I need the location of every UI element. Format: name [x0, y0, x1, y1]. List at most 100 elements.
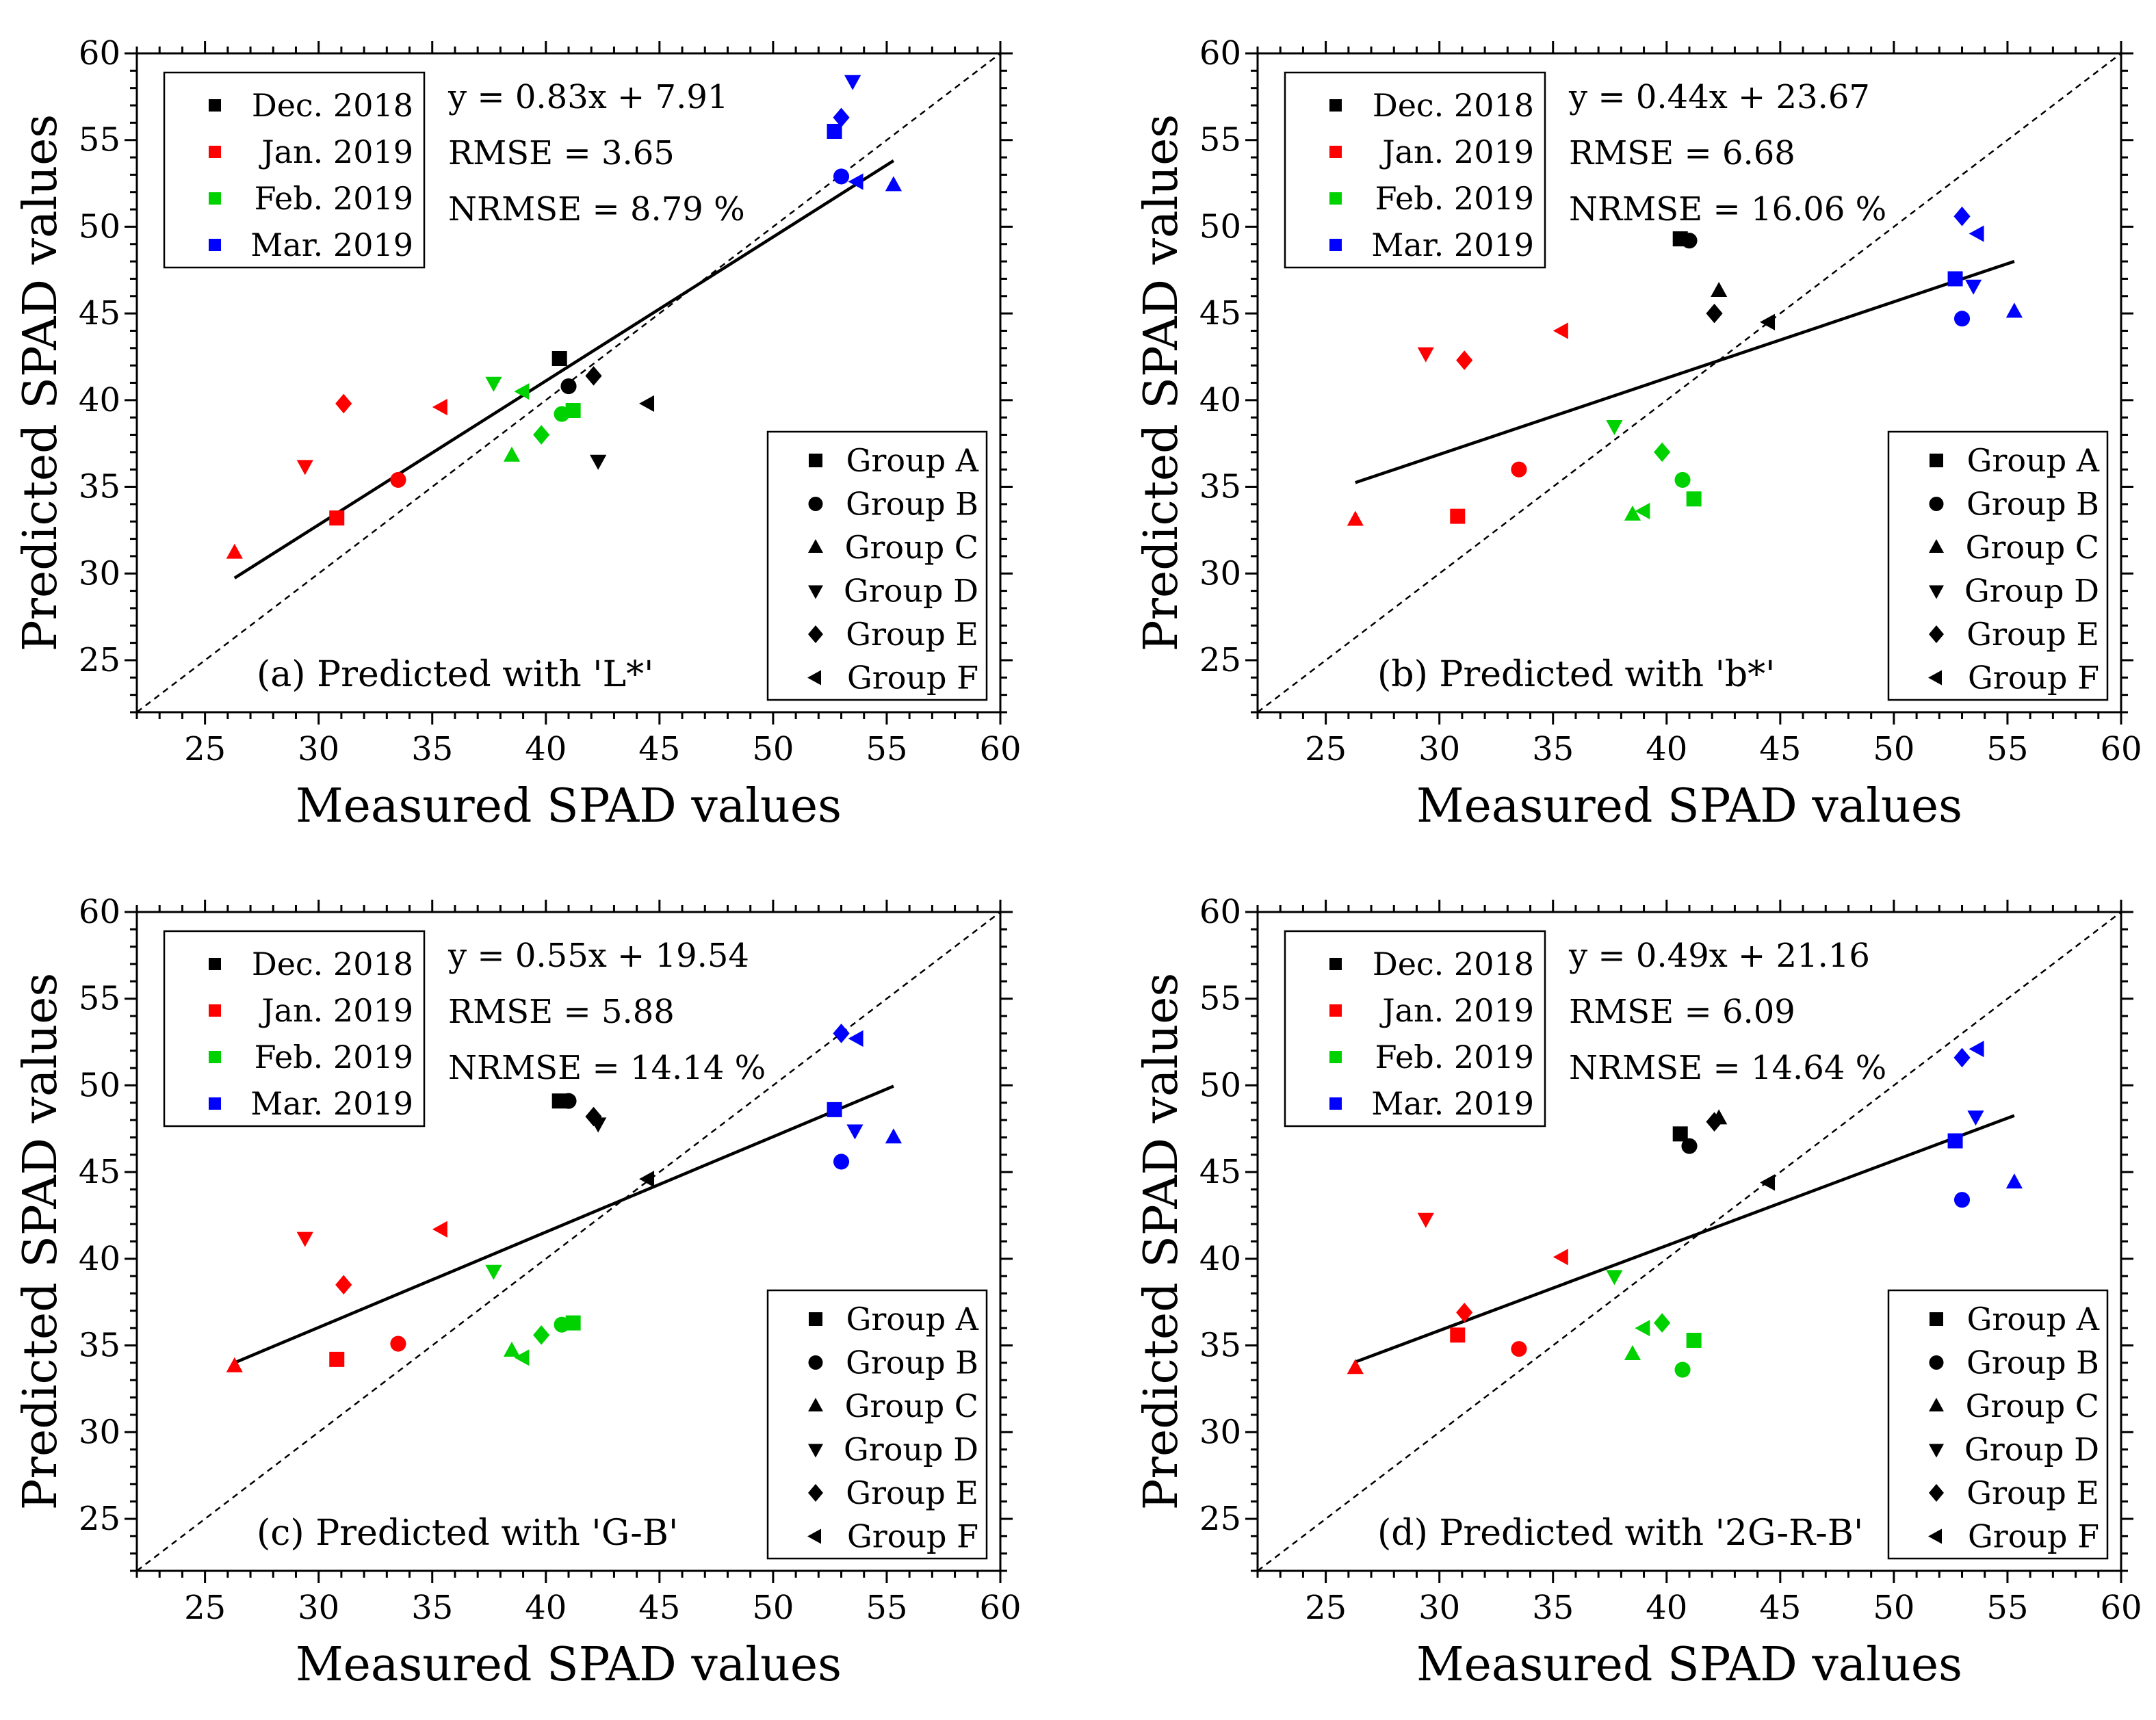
- group-legend-label: Group C: [1966, 1387, 2099, 1424]
- one-to-one-line: [136, 53, 1001, 713]
- y-tick-label: 50: [1199, 207, 1241, 246]
- date-legend: Dec. 2018 Jan. 2019 Feb. 2019 Mar. 2019: [1284, 930, 1546, 1128]
- y-tick-label: 35: [79, 468, 120, 506]
- group-legend-label: Group F: [1968, 660, 2099, 696]
- data-point: [1967, 1110, 1984, 1126]
- data-point: [1624, 1345, 1641, 1361]
- x-axis-title: Measured SPAD values: [1416, 1638, 1962, 1692]
- data-point: [329, 1351, 345, 1367]
- data-point: [1606, 420, 1623, 436]
- data-point: [2005, 302, 2023, 318]
- rmse-label: RMSE = 6.09: [1569, 993, 1795, 1031]
- data-point: [226, 543, 243, 559]
- y-tick-label: 45: [79, 294, 120, 333]
- date-legend-swatch: [1329, 99, 1342, 112]
- x-tick-label: 50: [1873, 1589, 1914, 1627]
- data-point: [846, 1124, 863, 1140]
- date-legend-label: Jan. 2019: [1379, 133, 1534, 170]
- data-point: [560, 378, 577, 395]
- data-point: [514, 383, 530, 400]
- x-tick-label: 50: [1873, 730, 1914, 768]
- x-tick-label: 55: [1986, 730, 2028, 768]
- x-tick-label: 25: [184, 730, 226, 768]
- date-legend-swatch: [1329, 146, 1342, 158]
- data-point: [533, 1325, 550, 1345]
- y-tick-label: 40: [1199, 1240, 1241, 1278]
- data-point: [551, 351, 567, 367]
- group-legend: Group A Group B Group C Group D Group E Group…: [1887, 1289, 2109, 1560]
- x-tick-label: 30: [298, 1589, 339, 1627]
- group-legend-label: Group B: [846, 486, 978, 523]
- date-legend-swatch: [1329, 239, 1342, 251]
- date-legend-swatch: [1329, 958, 1342, 970]
- data-point: [226, 1357, 243, 1372]
- panel-caption: (a) Predicted with 'L*': [257, 654, 653, 695]
- data-point: [560, 1093, 577, 1109]
- x-tick-label: 60: [979, 730, 1021, 768]
- data-point: [833, 168, 850, 185]
- y-tick-label: 40: [79, 381, 120, 419]
- data-point: [1450, 508, 1466, 524]
- group-legend-label: Group A: [846, 442, 979, 479]
- data-point: [390, 1335, 406, 1352]
- data-point: [432, 398, 447, 416]
- data-point: [1553, 1249, 1568, 1266]
- data-point: [639, 395, 655, 413]
- y-tick-label: 30: [79, 1413, 120, 1451]
- group-legend-box: [1887, 430, 2109, 701]
- data-points: [1347, 206, 2023, 526]
- data-points: [226, 1024, 902, 1372]
- data-point: [390, 471, 406, 488]
- data-point: [1347, 510, 1364, 526]
- x-tick-label: 25: [1305, 1589, 1347, 1627]
- data-point: [1456, 350, 1473, 370]
- y-tick-label: 60: [1199, 34, 1241, 73]
- regression-line: [233, 1084, 894, 1364]
- data-point: [1456, 1303, 1473, 1322]
- x-tick-label: 35: [1532, 1589, 1574, 1627]
- date-legend-box: [163, 71, 426, 269]
- nrmse-label: NRMSE = 14.14 %: [448, 1049, 766, 1087]
- data-point: [1953, 1047, 1971, 1068]
- y-tick-label: 55: [1199, 980, 1241, 1018]
- x-tick-label: 55: [1986, 1589, 2028, 1627]
- data-point: [1654, 1313, 1671, 1333]
- group-legend-marker: [1929, 625, 1944, 643]
- group-legend-label: Group F: [1968, 1518, 2099, 1555]
- group-legend-label: Group B: [1966, 1344, 2099, 1381]
- group-legend: Group A Group B Group C Group D Group E Group…: [766, 1289, 988, 1560]
- data-point: [848, 173, 863, 190]
- date-legend-swatch: [1329, 1004, 1342, 1017]
- group-legend-label: Group D: [1964, 1431, 2099, 1468]
- data-point: [1681, 1138, 1698, 1154]
- data-point: [1674, 471, 1691, 488]
- data-points: [1347, 1041, 2023, 1378]
- data-point: [848, 1030, 863, 1047]
- date-legend-label: Dec. 2018: [252, 87, 413, 124]
- group-legend-marker: [808, 1444, 823, 1458]
- y-tick-label: 60: [1199, 893, 1241, 931]
- date-legend-swatch: [209, 1004, 221, 1017]
- one-to-one-line: [1257, 911, 2122, 1572]
- panel-caption: (b) Predicted with 'b*': [1377, 654, 1775, 695]
- data-point: [554, 1316, 570, 1333]
- data-point: [1953, 206, 1971, 226]
- data-point: [1681, 233, 1698, 249]
- group-legend-label: Group C: [1966, 529, 2099, 566]
- x-tick-label: 30: [298, 730, 339, 768]
- group-legend-marker: [1930, 454, 1943, 467]
- data-point: [335, 1275, 352, 1295]
- date-legend-box: [1284, 71, 1546, 269]
- data-point: [296, 1232, 313, 1247]
- data-point: [885, 176, 902, 192]
- data-point: [1417, 1212, 1434, 1228]
- x-axis-title: Measured SPAD values: [296, 1638, 842, 1692]
- x-tick-label: 25: [184, 1589, 226, 1627]
- data-point: [885, 1128, 902, 1144]
- axis-ticks: [1245, 41, 2133, 725]
- x-axis-title: Measured SPAD values: [296, 779, 842, 833]
- data-point: [514, 1349, 530, 1366]
- rmse-label: RMSE = 3.65: [448, 134, 675, 172]
- y-tick-label: 30: [79, 554, 120, 592]
- y-tick-label: 50: [79, 207, 120, 246]
